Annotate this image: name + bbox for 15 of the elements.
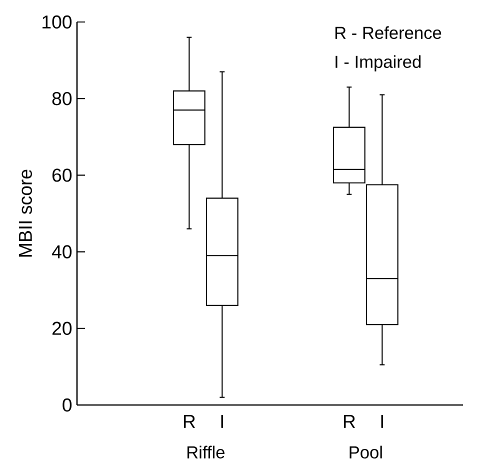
annotation: R - Reference [335,26,442,40]
annotation: I - Impaired [336,55,421,72]
text: Riffle [188,446,224,458]
x-tick-label: R [184,415,196,428]
y-tick-label: 60 [52,168,72,182]
x-tick-label: I [221,415,224,428]
y-tick-label: 0 [62,398,72,412]
y-tick-label: 40 [52,245,72,258]
y-tick-label: 80 [52,92,72,106]
text: Pool [350,446,382,458]
y-tick-label: 100 [42,15,72,29]
x-tick-label: R [344,415,356,428]
y-tick-label: 20 [52,322,72,335]
y-axis-title: MBII score [18,170,32,257]
x-tick-label: I [381,415,384,428]
